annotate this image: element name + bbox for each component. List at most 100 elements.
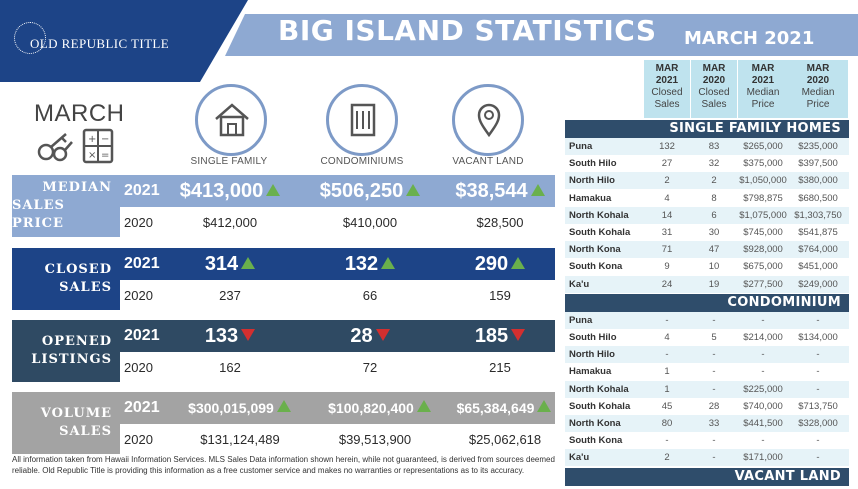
table-cell: $397,500	[798, 158, 838, 170]
table-cell: 32	[708, 158, 720, 170]
year-current: 2021	[124, 182, 160, 199]
table-cell: 2	[664, 452, 670, 464]
value-current: 314	[160, 253, 300, 276]
table-cell: -	[761, 314, 765, 326]
value-text: $413,000	[179, 180, 264, 202]
table-cell: 31	[661, 227, 673, 238]
value-text: 185	[474, 325, 509, 347]
table-cell: $235,000	[798, 141, 838, 152]
header-line: Median	[801, 87, 835, 98]
table-row: South Kona - - - -	[565, 432, 849, 449]
category-single-family: SINGLE FAMILY	[190, 156, 268, 167]
table-cell: $328,000	[798, 418, 838, 429]
metric-label-line: SALES	[59, 424, 112, 439]
value-previous: $25,062,618	[468, 432, 542, 447]
table-cell: -	[761, 349, 765, 361]
table-cell: 19	[708, 278, 720, 290]
table-row: North Hilo - - - -	[565, 346, 849, 364]
table-row: South Kohala 31 30 $745,000 $541,875	[565, 224, 849, 241]
volume-sales-block: VOLUME SALES 2021 $300,015,099 $100,820,…	[12, 392, 555, 454]
table-column-header: MAR 2021 Closed Sales	[644, 60, 690, 118]
value-current: $300,015,099	[172, 400, 307, 416]
metric-label-line: SALES	[59, 280, 112, 295]
area-name: North Hilo	[569, 349, 615, 361]
table-row: South Hilo 4 5 $214,000 $134,000	[565, 329, 849, 346]
table-cell: $441,500	[743, 418, 783, 429]
previous-year-row: 2020 237 66 159	[120, 280, 555, 310]
table-row: North Hilo 2 2 $1,050,000 $380,000	[565, 172, 849, 190]
value-current: 132	[300, 253, 440, 276]
keys-icon	[37, 133, 73, 162]
table-cell: $214,000	[743, 332, 783, 343]
table-cell: $380,000	[798, 175, 838, 187]
table-cell: -	[816, 452, 820, 464]
table-cell: 47	[708, 244, 720, 256]
table-cell: $277,500	[743, 278, 783, 290]
metric-label-line: CLOSED	[44, 262, 112, 277]
table-cell: -	[665, 349, 669, 361]
svg-text:×: ×	[88, 150, 96, 161]
table-row: Ka'u 24 19 $277,500 $249,000	[565, 275, 849, 293]
logo: OLD REPUBLIC TITLE	[30, 36, 170, 51]
table-row: Puna 132 83 $265,000 $235,000	[565, 138, 849, 155]
header-line: MAR	[702, 63, 726, 74]
year-current: 2021	[124, 255, 160, 272]
header-line: Sales	[654, 99, 680, 110]
table-column-header: MAR 2020 Median Price	[788, 60, 848, 118]
trend-up-icon	[511, 257, 526, 269]
table-cell: 4	[664, 192, 670, 204]
stars-icon	[14, 22, 46, 54]
table-cell: -	[712, 366, 716, 378]
table-cell: -	[665, 435, 669, 447]
table-cell: $1,075,000	[739, 209, 787, 221]
metric-label: VOLUME SALES	[12, 392, 120, 454]
svg-text:+: +	[88, 134, 96, 145]
header-line: 2020	[702, 75, 726, 86]
value-previous: 72	[362, 360, 378, 375]
header-line: 2021	[655, 75, 679, 86]
value-text: $100,820,400	[328, 400, 414, 416]
table-cell: 2	[711, 175, 717, 187]
table-cell: 24	[661, 278, 673, 290]
table-cell: 4	[664, 332, 670, 343]
metric-label: OPENED LISTINGS	[12, 320, 120, 382]
current-year-row: 2021 133 28 185	[120, 320, 555, 352]
area-name: Puna	[569, 141, 593, 152]
year-previous: 2020	[124, 288, 153, 303]
header-line: 2020	[806, 75, 830, 86]
table-cell: $225,000	[743, 383, 783, 395]
table-cell: -	[712, 435, 716, 447]
area-name: South Kona	[569, 435, 623, 447]
table-cell: 10	[708, 261, 720, 273]
value-previous: 159	[489, 288, 511, 303]
table-cell: 8	[711, 192, 717, 204]
trend-up-icon	[416, 400, 431, 412]
table-cell: 6	[711, 209, 717, 221]
value-text: 133	[204, 325, 239, 347]
year-previous: 2020	[124, 360, 153, 375]
metric-label-line: LISTINGS	[31, 352, 112, 367]
table-column-header: MAR 2020 Closed Sales	[691, 60, 737, 118]
calculator-icon: + − × =	[82, 128, 114, 164]
table-cell: -	[712, 349, 716, 361]
area-name: South Kohala	[569, 227, 631, 238]
header-line: MAR	[806, 63, 830, 74]
table-cell: 5	[711, 332, 717, 343]
title-band	[225, 14, 858, 56]
current-year-row: 2021 $413,000 $506,250 $38,544	[120, 175, 555, 207]
table-row: South Kona 9 10 $675,000 $451,000	[565, 258, 849, 275]
table-cell: 28	[708, 400, 720, 412]
table-cell: -	[665, 314, 669, 326]
header-line: 2021	[751, 75, 775, 86]
table-row: Hamakua 1 - - -	[565, 363, 849, 380]
table-cell: $451,000	[798, 261, 838, 273]
header-line: Median	[746, 87, 780, 98]
area-name: Ka'u	[569, 278, 590, 290]
value-text: $38,544	[455, 180, 528, 202]
table-cell: 9	[664, 261, 670, 273]
table-cell: 33	[708, 418, 720, 429]
area-name: South Kohala	[569, 400, 631, 412]
year-current: 2021	[124, 327, 160, 344]
table-cell: $249,000	[798, 278, 838, 290]
value-previous: $28,500	[476, 215, 524, 230]
